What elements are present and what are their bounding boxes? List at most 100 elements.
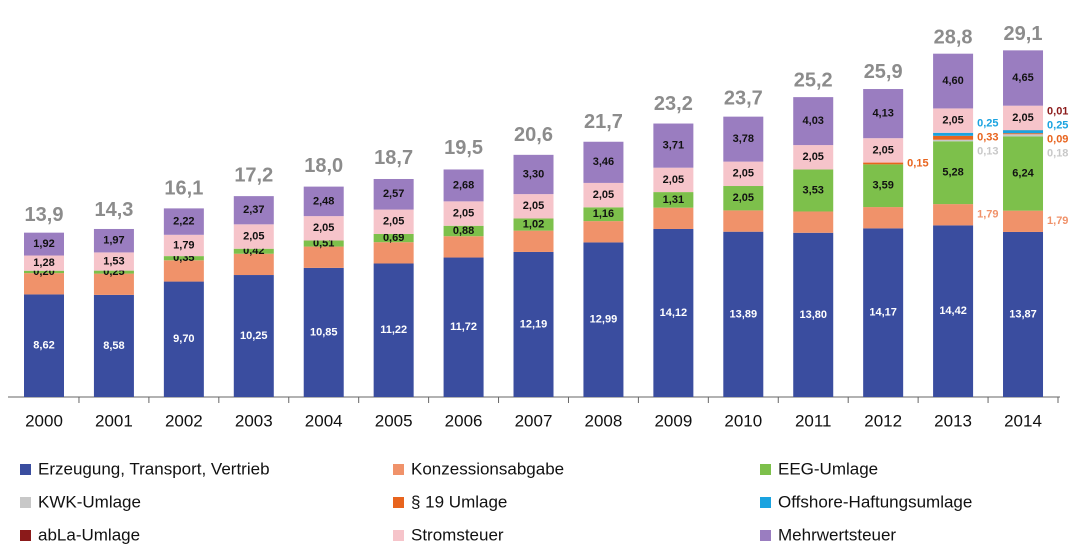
value-label: 0,25 bbox=[1047, 120, 1068, 132]
bar-segment bbox=[443, 257, 484, 397]
bar-segment bbox=[583, 207, 624, 222]
bar-segment bbox=[24, 255, 64, 271]
value-label: 0,13 bbox=[977, 145, 998, 157]
total-label: 17,2 bbox=[234, 165, 273, 187]
bar-segment bbox=[163, 281, 204, 397]
value-label: 0,18 bbox=[1047, 148, 1068, 160]
value-label: 9,70 bbox=[173, 333, 194, 345]
value-label: 0,25 bbox=[977, 117, 998, 129]
bar-segment bbox=[723, 210, 764, 232]
value-label: 8,62 bbox=[33, 340, 54, 352]
bar-segment bbox=[303, 246, 344, 268]
bar-segment bbox=[933, 225, 974, 397]
total-label: 16,1 bbox=[164, 178, 203, 200]
bar-segment bbox=[1003, 133, 1044, 135]
bar-segment bbox=[583, 141, 624, 183]
value-label: 3,78 bbox=[733, 133, 754, 145]
bar-segment bbox=[1003, 134, 1044, 137]
bar-segment bbox=[24, 270, 64, 274]
legend-label: Mehrwertsteuer bbox=[778, 525, 896, 544]
value-label: 1,16 bbox=[593, 208, 614, 220]
legend-swatch bbox=[760, 497, 771, 508]
bar-segment bbox=[373, 178, 414, 210]
total-label: 29,1 bbox=[1004, 23, 1043, 45]
value-label: 11,72 bbox=[450, 321, 477, 333]
x-tick-label: 2008 bbox=[585, 411, 623, 430]
bar-segment bbox=[863, 138, 904, 163]
bar-segment bbox=[513, 154, 554, 195]
value-label: 4,60 bbox=[942, 75, 963, 87]
value-label: 1,53 bbox=[103, 255, 124, 267]
value-label: 0,88 bbox=[453, 225, 474, 237]
bar-segment bbox=[24, 273, 64, 295]
bar-segment bbox=[513, 251, 554, 397]
value-label: 12,99 bbox=[590, 314, 618, 326]
bar-segment bbox=[793, 211, 834, 233]
value-label: 4,65 bbox=[1012, 72, 1033, 84]
total-label: 23,2 bbox=[654, 93, 693, 115]
bar-segment bbox=[443, 236, 484, 258]
value-label: 13,80 bbox=[799, 309, 827, 321]
value-label: 2,05 bbox=[243, 230, 264, 242]
bar-segment bbox=[233, 196, 274, 225]
bar-segment bbox=[93, 252, 134, 271]
bar-segment bbox=[933, 204, 974, 226]
value-label: 1,79 bbox=[173, 239, 194, 251]
value-label: 0,01 bbox=[1047, 106, 1068, 118]
value-label: 2,37 bbox=[243, 204, 264, 216]
value-label: 1,92 bbox=[33, 238, 54, 250]
bar-segment bbox=[723, 161, 764, 187]
bar-segment bbox=[583, 182, 624, 208]
value-label: 2,68 bbox=[453, 179, 474, 191]
value-label: 2,05 bbox=[1012, 112, 1033, 124]
value-label: 0,09 bbox=[1047, 134, 1068, 146]
total-label: 20,6 bbox=[514, 124, 553, 146]
bar-segment bbox=[723, 231, 764, 397]
value-label: 3,46 bbox=[593, 156, 614, 168]
value-label: 2,05 bbox=[663, 174, 684, 186]
value-label: 2,05 bbox=[383, 216, 404, 228]
bar-segment bbox=[373, 209, 414, 234]
bar-segment bbox=[233, 224, 274, 249]
total-label: 18,0 bbox=[304, 155, 343, 177]
value-label: 6,24 bbox=[1012, 167, 1034, 179]
x-tick-label: 2005 bbox=[375, 411, 413, 430]
bar-segment bbox=[93, 228, 134, 253]
bar-segment bbox=[933, 108, 974, 133]
x-tick-label: 2003 bbox=[235, 411, 273, 430]
bar-segment bbox=[163, 234, 204, 257]
legend-label: EEG-Umlage bbox=[778, 459, 878, 478]
legend-swatch bbox=[20, 530, 31, 541]
total-label: 19,5 bbox=[444, 137, 483, 159]
bar-segment bbox=[93, 270, 134, 274]
x-tick-label: 2010 bbox=[724, 411, 762, 430]
bar-segment bbox=[373, 233, 414, 243]
bar-segment bbox=[653, 192, 694, 208]
x-tick-label: 2002 bbox=[165, 411, 203, 430]
bar-segment bbox=[653, 228, 694, 397]
x-tick-label: 2009 bbox=[654, 411, 692, 430]
x-tick-label: 2000 bbox=[25, 411, 63, 430]
bar-segment bbox=[793, 97, 834, 146]
total-label: 23,7 bbox=[724, 87, 763, 109]
bar-segment bbox=[933, 53, 974, 109]
bar-segment bbox=[933, 135, 974, 140]
bar-segment bbox=[863, 89, 904, 139]
bar-segment bbox=[303, 240, 344, 247]
legend-label: Stromsteuer bbox=[411, 525, 504, 544]
legend-swatch bbox=[760, 464, 771, 475]
bar-segment bbox=[933, 132, 974, 136]
bar-segment bbox=[1003, 130, 1044, 134]
x-tick-label: 2007 bbox=[515, 411, 553, 430]
value-label: 5,28 bbox=[942, 167, 963, 179]
value-label: 12,19 bbox=[520, 318, 548, 330]
bar-segment bbox=[373, 263, 414, 397]
value-label: 2,05 bbox=[453, 207, 474, 219]
bar-segment bbox=[303, 186, 344, 217]
bar-segment bbox=[723, 116, 764, 162]
value-label: 0,33 bbox=[977, 131, 998, 143]
value-label: 3,59 bbox=[872, 180, 893, 192]
bar-segment bbox=[863, 207, 904, 229]
